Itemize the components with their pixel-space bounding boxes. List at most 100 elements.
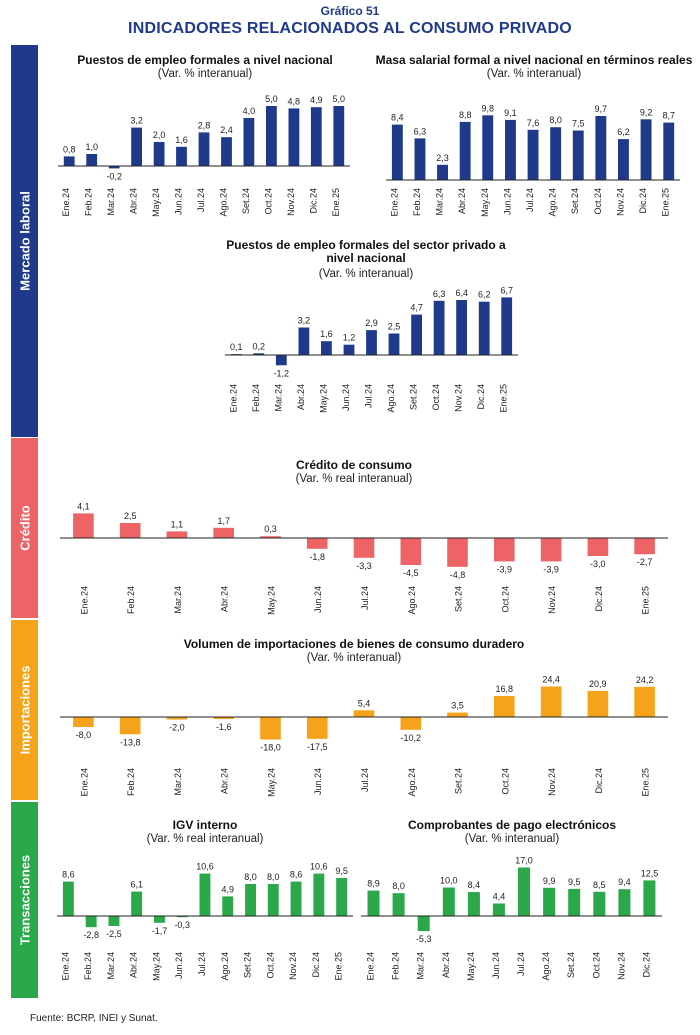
x-tick-label: Set.24 — [409, 384, 419, 410]
data-label: 2,4 — [220, 125, 233, 135]
data-label: 10,0 — [440, 876, 458, 886]
data-label: -2,0 — [169, 723, 185, 733]
bar — [336, 878, 348, 916]
data-label: 8,8 — [459, 110, 472, 120]
chart-subtitle: (Var. % interanual) — [319, 268, 414, 280]
bar — [213, 717, 234, 719]
bar — [353, 710, 375, 718]
data-label: 4,4 — [493, 892, 506, 902]
data-label: 4,0 — [243, 106, 256, 116]
bar — [492, 903, 505, 916]
bar — [494, 538, 515, 562]
bar — [618, 889, 631, 916]
bar — [663, 122, 675, 180]
chart-title: Comprobantes de pago electrónicos — [408, 818, 616, 832]
data-label: 6,7 — [500, 285, 513, 295]
x-tick-label: Feb.24 — [391, 952, 401, 980]
data-label: 8,7 — [662, 111, 675, 121]
bar — [543, 887, 556, 916]
x-tick-label: Set.24 — [454, 768, 464, 794]
bar — [437, 164, 448, 180]
data-label: -2,7 — [637, 557, 653, 567]
x-tick-label: Dic.24 — [476, 384, 486, 410]
bar — [568, 888, 581, 916]
x-tick-label: Jul.24 — [196, 188, 206, 212]
x-tick-label: Jun.24 — [174, 188, 184, 215]
chart-subtitle: (Var. % real interanual) — [296, 473, 413, 485]
bar — [166, 531, 188, 538]
bar — [73, 717, 94, 727]
x-tick-label: Nov.24 — [616, 952, 626, 980]
data-label: -18,0 — [260, 743, 281, 753]
data-label: -2,8 — [83, 930, 99, 940]
bar — [391, 124, 403, 180]
x-tick-label: Ene.25 — [331, 188, 341, 217]
chart-subtitle: (Var. % interanual) — [307, 652, 402, 664]
data-label: -10,2 — [401, 733, 422, 743]
bar — [221, 137, 232, 166]
x-tick-label: Mar.24 — [273, 384, 283, 412]
data-label: 9,1 — [504, 108, 517, 118]
bar — [176, 916, 188, 918]
chart-title: Puestos de empleo formales del sector pr… — [226, 238, 506, 252]
x-tick-label: Ene.24 — [228, 384, 238, 413]
bar — [367, 890, 380, 916]
data-label: 6,2 — [478, 290, 491, 300]
bar — [333, 106, 345, 166]
data-label: -1,2 — [274, 368, 290, 378]
x-tick-label: May.24 — [267, 768, 277, 797]
x-tick-label: Ene.24 — [389, 188, 399, 217]
bar — [595, 116, 607, 180]
x-tick-label: Abr.24 — [441, 952, 451, 978]
bar-chart: Crédito de consumo(Var. % real interanua… — [60, 458, 668, 615]
x-tick-label: Feb.24 — [84, 188, 94, 216]
x-tick-label: Oct.24 — [500, 586, 510, 613]
x-tick-label: Dic.24 — [594, 768, 604, 794]
data-label: 8,0 — [267, 872, 280, 882]
x-tick-label: Feb.24 — [126, 586, 136, 614]
bar — [388, 333, 400, 355]
data-label: 6,1 — [130, 880, 143, 890]
data-label: 4,9 — [222, 884, 235, 894]
bar — [392, 893, 405, 916]
x-tick-label: Ago.24 — [220, 952, 230, 981]
x-tick-label: Ene.24 — [61, 188, 71, 217]
bar — [86, 154, 98, 166]
data-label: -2,5 — [106, 929, 122, 939]
chart-title: Volumen de importaciones de bienes de co… — [184, 637, 525, 651]
chart-title: Crédito de consumo — [296, 458, 412, 472]
data-label: 2,0 — [153, 130, 166, 140]
bar — [343, 344, 355, 355]
data-label: -4,8 — [450, 570, 466, 580]
data-label: 1,2 — [343, 333, 356, 343]
data-label: -8,0 — [76, 730, 92, 740]
data-label: 0,8 — [63, 144, 76, 154]
x-tick-label: Abr.24 — [220, 586, 230, 612]
x-tick-label: Abr.24 — [220, 768, 230, 794]
bar — [108, 916, 120, 926]
data-label: 9,5 — [335, 866, 348, 876]
bar — [414, 138, 426, 180]
bar — [313, 873, 325, 916]
bar — [275, 355, 287, 366]
x-tick-label: May.24 — [480, 188, 490, 217]
x-tick-label: Ene.25 — [334, 952, 344, 981]
x-tick-label: Feb.24 — [251, 384, 261, 412]
x-tick-label: Abr.24 — [129, 952, 139, 978]
x-tick-label: Dic.24 — [311, 952, 321, 978]
x-tick-label: Mar.24 — [435, 188, 445, 216]
data-label: 8,9 — [367, 879, 380, 889]
bar — [478, 301, 490, 355]
bar — [482, 115, 494, 180]
data-label: 17,0 — [515, 856, 533, 866]
data-label: 10,6 — [310, 862, 328, 872]
data-label: -1,6 — [216, 722, 232, 732]
bar — [518, 867, 530, 916]
x-tick-label: Ago.24 — [541, 952, 551, 981]
bar — [587, 690, 609, 717]
chart-title: IGV interno — [173, 818, 238, 832]
data-label: 8,6 — [62, 870, 75, 880]
bar — [400, 717, 422, 730]
bar — [306, 538, 328, 549]
